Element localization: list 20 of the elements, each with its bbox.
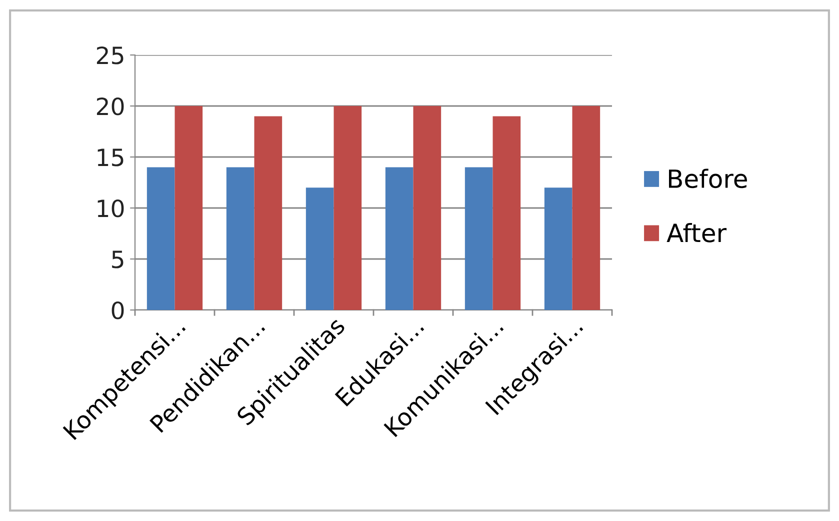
- legend-label: After: [666, 223, 727, 242]
- bar: [544, 188, 572, 310]
- y-tick-label: 5: [112, 250, 124, 268]
- y-tick-label: 10: [98, 199, 124, 218]
- bar: [146, 167, 175, 310]
- bar: [254, 116, 282, 310]
- bar: [226, 167, 254, 310]
- bar: [306, 188, 334, 310]
- bar: [464, 167, 493, 310]
- bar: [385, 167, 414, 310]
- bar: [413, 106, 442, 310]
- legend-label: Before: [668, 168, 747, 188]
- y-tick-label: 25: [96, 46, 124, 64]
- y-tick-label: 20: [96, 97, 124, 116]
- y-tick-label: 0: [112, 301, 124, 320]
- bar: [334, 106, 362, 310]
- bar: [174, 106, 203, 310]
- bar: [572, 106, 600, 310]
- y-tick-label: 15: [98, 148, 124, 166]
- bar: [492, 116, 521, 310]
